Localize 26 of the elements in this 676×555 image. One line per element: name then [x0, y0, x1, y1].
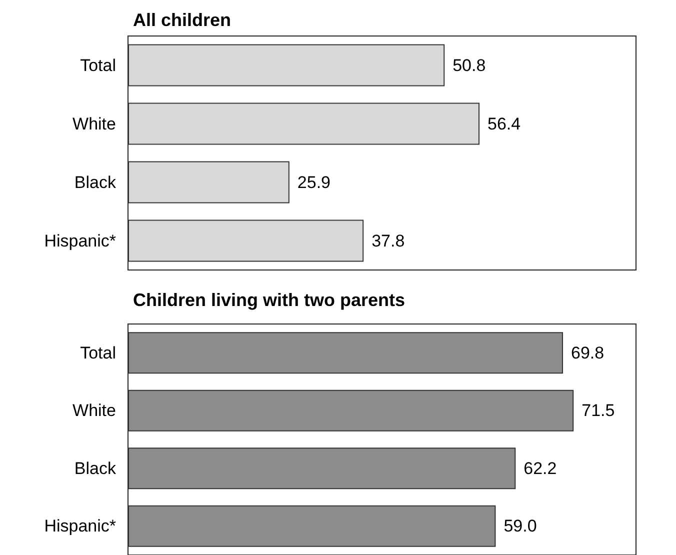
- bar: [128, 220, 364, 262]
- data-label: 59.0: [504, 516, 537, 536]
- bar: [128, 390, 574, 432]
- bar: [128, 332, 564, 374]
- data-label: 69.8: [571, 343, 604, 362]
- data-label: 71.5: [582, 401, 615, 420]
- bar: [128, 102, 480, 145]
- y-tick-label: Total: [80, 343, 116, 362]
- chart-title: All children: [133, 10, 232, 30]
- bar: [128, 505, 496, 547]
- bar: [128, 44, 445, 86]
- y-tick-label: White: [72, 401, 116, 420]
- bar: [128, 448, 516, 490]
- y-tick-label: Total: [80, 56, 116, 75]
- bar: [128, 161, 290, 204]
- data-label: 62.2: [524, 458, 557, 478]
- y-tick-label: White: [72, 114, 116, 134]
- y-tick-label: Hispanic*: [44, 516, 116, 536]
- y-tick-label: Black: [74, 172, 116, 192]
- data-label: 37.8: [372, 231, 405, 250]
- data-label: 50.8: [452, 56, 486, 75]
- chart-title: Children living with two parents: [133, 290, 406, 310]
- y-tick-label: Hispanic*: [44, 231, 116, 250]
- y-tick-label: Black: [74, 458, 116, 478]
- data-label: 25.9: [297, 172, 331, 192]
- data-label: 56.4: [488, 114, 521, 134]
